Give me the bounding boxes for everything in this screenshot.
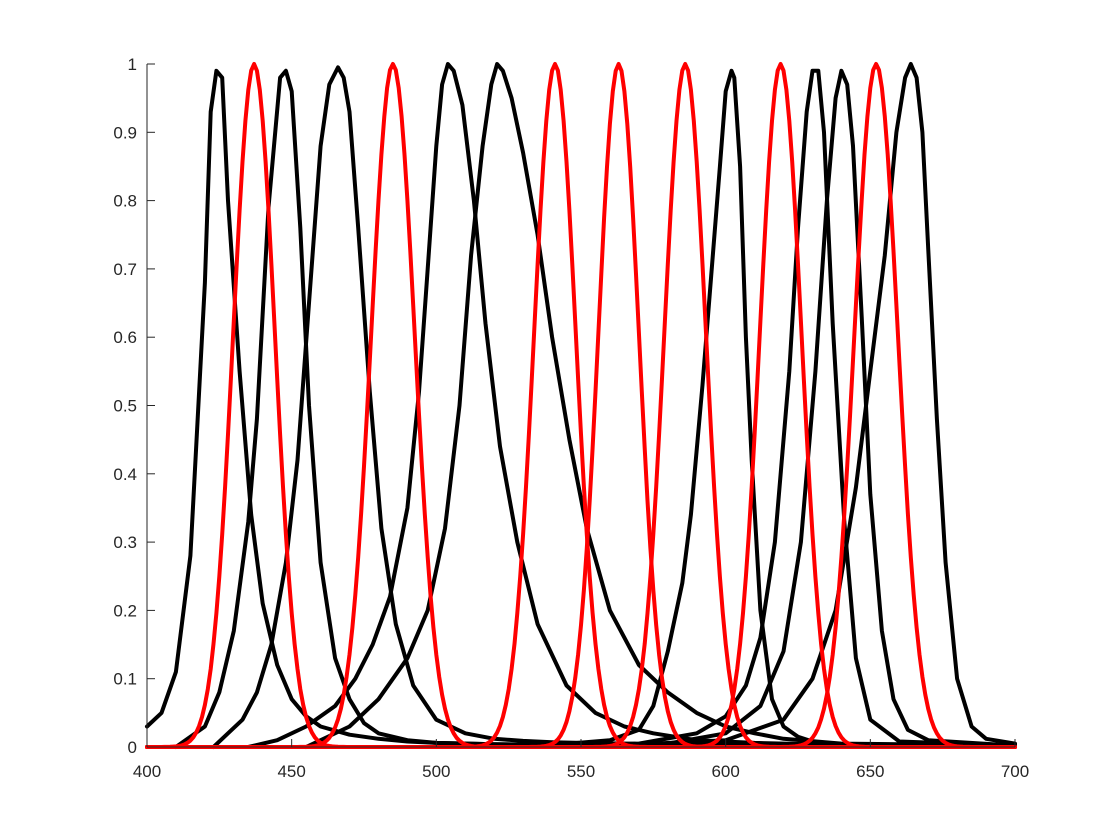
- y-tick-label: 0.7: [113, 260, 137, 279]
- x-tick-label: 500: [422, 762, 450, 781]
- series-line-8-black: [550, 68, 1017, 749]
- x-tick-label: 550: [567, 762, 595, 781]
- x-tick-label: 450: [277, 762, 305, 781]
- y-tick-label: 0.1: [113, 670, 137, 689]
- y-tick-label: 0.8: [113, 192, 137, 211]
- y-tick-label: 0.5: [113, 397, 137, 416]
- x-tick-label: 600: [711, 762, 739, 781]
- y-tick-label: 0.6: [113, 328, 137, 347]
- x-tick-label: 400: [133, 762, 161, 781]
- series-line-7-black: [521, 68, 1017, 749]
- y-tick-label: 0.9: [113, 123, 137, 142]
- y-tick-label: 0: [128, 738, 137, 757]
- x-tick-label: 700: [1001, 762, 1029, 781]
- x-tick-label: 650: [856, 762, 884, 781]
- series-line-6-black: [434, 68, 1017, 749]
- axes: 400 450 500 550 600 650 700 0 0.1 0.2 0.3 0.4 0.5 0.6…: [113, 55, 1029, 781]
- series-layer: [145, 62, 1017, 749]
- series-line-3-black: [211, 65, 1017, 749]
- y-tick-label: 0.4: [113, 465, 137, 484]
- y-tick-label: 1: [128, 55, 137, 74]
- series-line-9-black: [579, 62, 1017, 749]
- y-tick-label: 0.2: [113, 601, 137, 620]
- y-tick-label: 0.3: [113, 533, 137, 552]
